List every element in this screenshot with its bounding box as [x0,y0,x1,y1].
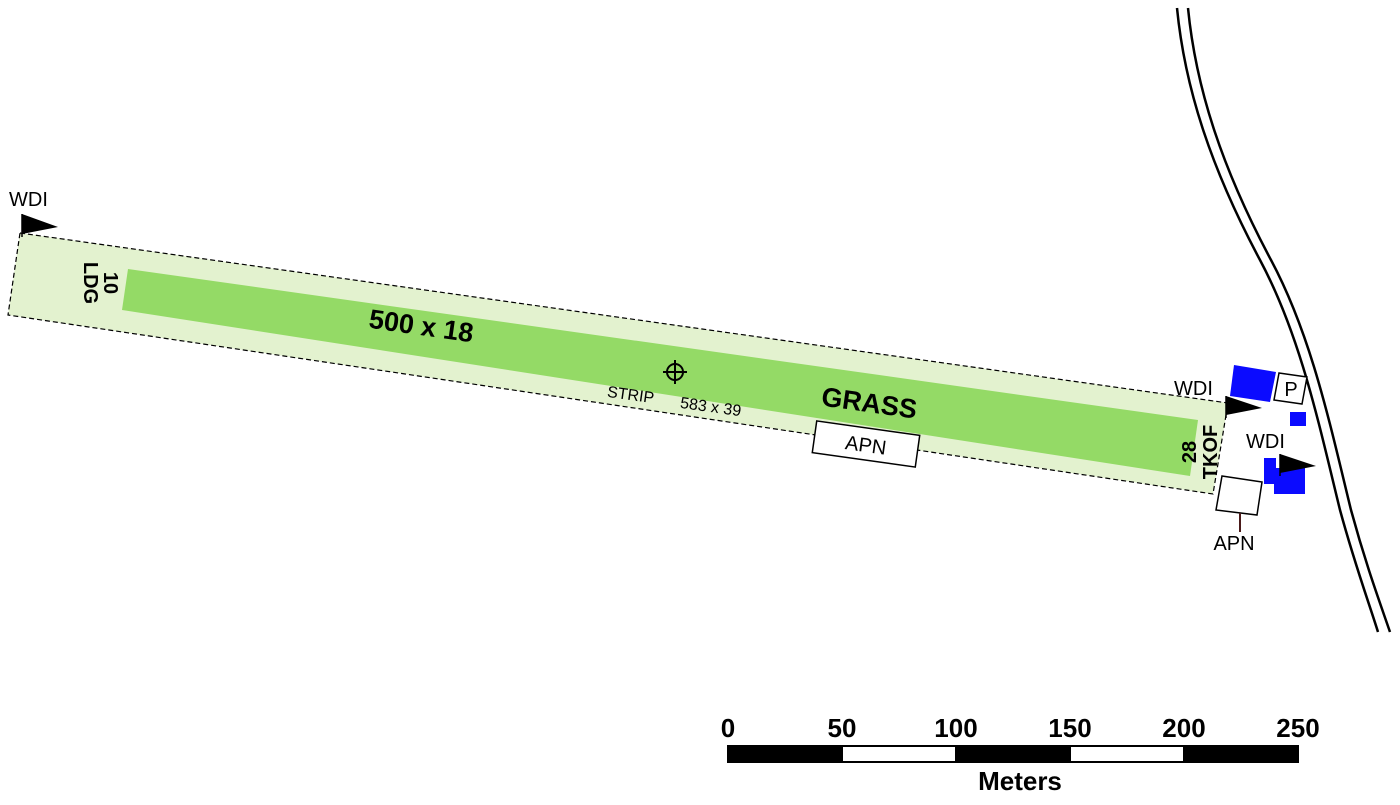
road [1175,7,1392,633]
road-edge-west [1175,7,1380,633]
scale-bar-outline [727,745,1299,763]
runway-end-10-use: LDG [79,262,101,304]
scale-tick-50: 50 [828,713,857,743]
wdi-road-label: WDI [1246,431,1285,453]
road-edge-east [1186,7,1392,633]
runway-end-28-use: TKOF [1200,425,1222,479]
strip-label: STRIP [606,384,655,407]
scale-bar: 0 50 100 150 200 250 Meters [721,713,1320,796]
scale-segment-2 [841,745,957,763]
wdi-east-icon [1225,396,1262,418]
scale-tick-250: 250 [1276,713,1319,743]
aerodrome-reference-point-icon [663,360,687,384]
parking-label: P [1284,379,1297,401]
parking-box [1273,372,1308,405]
apron-east-label: APN [1213,533,1254,555]
wdi-west-icon [21,214,58,237]
wdi-road-icon [1279,454,1316,476]
building-south-west [1264,458,1276,484]
apron-main: APN [811,420,921,468]
building-south [1274,468,1305,494]
scale-tick-100: 100 [934,713,977,743]
apron-east: APN [1213,475,1263,555]
scale-tick-150: 150 [1048,713,1091,743]
wdi-west-label: WDI [9,189,48,211]
runway-end-28-number: 28 [1179,441,1201,463]
scale-segment-4 [1069,745,1185,763]
parking: P [1273,372,1308,405]
scale-unit-label: Meters [978,766,1062,796]
building-north [1230,365,1276,402]
scale-segment-3 [956,746,1070,762]
building-small [1290,412,1306,426]
runway [122,269,1198,476]
runway-end-10-number: 10 [99,272,121,294]
buildings [1230,365,1306,494]
runway-end-28: 28 TKOF [1179,425,1222,479]
scale-segment-1 [728,746,842,762]
wdi-east-label: WDI [1174,378,1213,400]
scale-segment-5 [1184,746,1298,762]
scale-tick-0: 0 [721,713,735,743]
runway-end-10: 10 LDG [79,262,121,304]
apron-main-box [811,420,921,468]
apron-east-box [1215,475,1263,516]
scale-tick-200: 200 [1162,713,1205,743]
